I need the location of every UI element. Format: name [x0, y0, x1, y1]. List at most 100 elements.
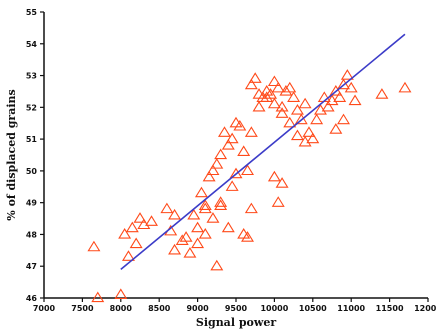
data-point: [191, 237, 205, 249]
y-ticks: 46 47 48 49 50 51 52 53 54 55: [26, 8, 44, 303]
data-point: [175, 234, 189, 245]
data-point: [298, 97, 312, 109]
y-tick-label: 49: [26, 199, 38, 208]
data-point: [237, 145, 251, 156]
data-point: [168, 208, 182, 220]
data-point: [267, 75, 281, 87]
data-point: [287, 91, 301, 102]
data-point: [271, 81, 285, 93]
data-point: [87, 240, 101, 252]
data-point: [337, 78, 351, 90]
data-point: [329, 84, 343, 96]
data-point: [244, 78, 258, 90]
x-tick-label: 7500: [71, 304, 94, 313]
data-point: [221, 139, 235, 150]
y-tick-label: 52: [26, 103, 37, 112]
data-point: [306, 132, 320, 144]
data-point: [214, 196, 228, 207]
data-point: [160, 202, 174, 214]
data-point: [225, 180, 239, 191]
x-axis-title: Signal power: [196, 316, 276, 329]
data-point: [229, 116, 243, 128]
data-point: [125, 221, 139, 233]
data-point: [198, 227, 212, 239]
data-point: [248, 72, 262, 83]
data-point: [348, 94, 362, 106]
x-tick-label: 9000: [186, 304, 209, 313]
x-ticks: 7000 7500 8000 8500 9000 9500 10000 10500 11000 1…: [33, 298, 436, 313]
regression-line: [120, 33, 406, 271]
data-point: [275, 177, 289, 188]
data-point: [191, 221, 205, 233]
data-point: [271, 196, 285, 207]
y-tick-label: 53: [26, 72, 37, 81]
data-point: [206, 164, 220, 176]
data-point: [214, 199, 228, 210]
data-point: [256, 91, 270, 102]
data-point: [244, 202, 258, 214]
data-point: [229, 167, 243, 179]
x-tick-label: 11000: [337, 304, 365, 313]
x-tick-label: 11500: [376, 304, 404, 313]
y-tick-label: 47: [26, 262, 37, 271]
data-point: [298, 135, 312, 147]
data-point: [198, 202, 212, 214]
data-point: [329, 123, 343, 134]
x-tick-label: 9500: [225, 304, 248, 313]
data-point: [375, 88, 389, 99]
data-point: [283, 116, 297, 128]
data-point: [267, 97, 281, 109]
data-point: [264, 88, 278, 99]
data-point: [225, 132, 239, 144]
data-point: [252, 100, 266, 112]
data-point: [183, 247, 197, 258]
data-point: [137, 218, 151, 230]
data-point: [194, 186, 208, 198]
y-tick-label: 51: [26, 135, 38, 144]
x-tick-label: 10500: [299, 304, 327, 313]
data-point: [133, 212, 147, 223]
data-point: [168, 243, 182, 255]
data-point: [187, 208, 201, 220]
data-point: [302, 126, 316, 137]
y-tick-label: 55: [26, 8, 38, 17]
x-tick-label: 8500: [148, 304, 171, 313]
y-tick-label: 54: [26, 40, 38, 49]
data-point: [275, 107, 289, 118]
data-point: [129, 237, 143, 249]
data-point: [241, 164, 255, 176]
data-point: [340, 69, 354, 80]
x-tick-label: 7000: [33, 304, 56, 313]
data-points: [87, 69, 412, 303]
data-point: [237, 227, 251, 239]
data-point: [91, 291, 105, 303]
data-point: [260, 91, 274, 102]
data-point: [202, 170, 216, 182]
data-point: [260, 84, 274, 96]
y-tick-label: 48: [26, 230, 38, 239]
data-point: [290, 129, 304, 141]
data-point: [233, 119, 247, 131]
data-point: [290, 104, 304, 115]
data-point: [118, 227, 132, 239]
data-point: [398, 81, 412, 93]
y-tick-label: 46: [26, 294, 38, 303]
y-tick-label: 50: [26, 167, 38, 176]
data-point: [221, 221, 235, 233]
data-point: [275, 100, 289, 112]
data-point: [244, 126, 258, 137]
data-point: [310, 113, 324, 125]
y-axis-title: % of displaced grains: [5, 89, 18, 220]
data-point: [210, 259, 224, 271]
data-point: [344, 81, 358, 93]
data-point: [179, 231, 193, 242]
data-point: [333, 91, 347, 102]
data-point: [279, 84, 293, 96]
data-point: [198, 199, 212, 210]
data-point: [206, 212, 220, 223]
data-point: [321, 100, 335, 112]
x-tick-label: 12000: [414, 304, 436, 313]
axes: [43, 12, 428, 299]
data-point: [252, 88, 266, 99]
